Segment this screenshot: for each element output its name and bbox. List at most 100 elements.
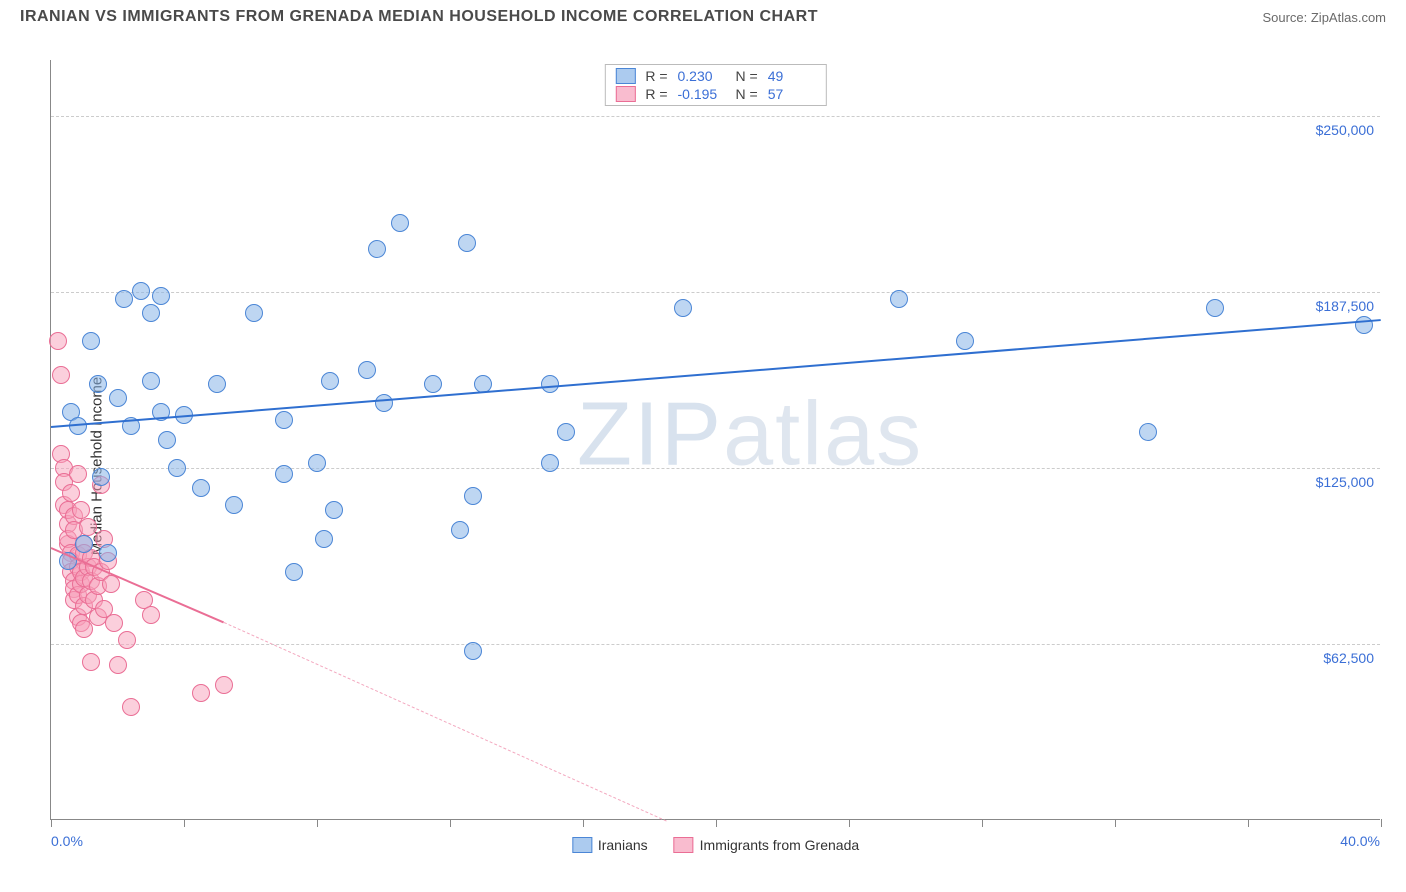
x-tick [51, 819, 52, 827]
data-point [458, 234, 476, 252]
n-label: N = [736, 68, 758, 84]
data-point [132, 282, 150, 300]
x-tick [1381, 819, 1382, 827]
y-tick-label: $250,000 [1316, 122, 1374, 138]
stats-row-b: R = -0.195 N = 57 [605, 85, 825, 103]
swatch-b [615, 86, 635, 102]
legend-label-b: Immigrants from Grenada [700, 837, 860, 853]
data-point [1206, 299, 1224, 317]
data-point [62, 484, 80, 502]
x-tick [450, 819, 451, 827]
n-value-b: 57 [768, 86, 816, 102]
data-point [315, 530, 333, 548]
data-point [464, 487, 482, 505]
legend-item-b: Immigrants from Grenada [674, 837, 860, 853]
gridline [51, 116, 1380, 117]
r-value-a: 0.230 [678, 68, 726, 84]
data-point [142, 606, 160, 624]
data-point [285, 563, 303, 581]
data-point [158, 431, 176, 449]
data-point [109, 656, 127, 674]
data-point [92, 468, 110, 486]
data-point [99, 544, 117, 562]
data-point [464, 642, 482, 660]
data-point [75, 535, 93, 553]
data-point [105, 614, 123, 632]
data-point [142, 372, 160, 390]
r-value-b: -0.195 [678, 86, 726, 102]
stats-row-a: R = 0.230 N = 49 [605, 67, 825, 85]
watermark: ZIPatlas [577, 383, 923, 486]
x-axis-max-label: 40.0% [1340, 833, 1380, 849]
data-point [245, 304, 263, 322]
data-point [308, 454, 326, 472]
data-point [325, 501, 343, 519]
title-bar: IRANIAN VS IMMIGRANTS FROM GRENADA MEDIA… [0, 0, 1406, 32]
x-tick [583, 819, 584, 827]
data-point [82, 332, 100, 350]
y-tick-label: $125,000 [1316, 474, 1374, 490]
data-point [69, 465, 87, 483]
y-tick-label: $187,500 [1316, 298, 1374, 314]
x-axis-min-label: 0.0% [51, 833, 83, 849]
data-point [1355, 316, 1373, 334]
source-label: Source: ZipAtlas.com [1262, 10, 1386, 25]
data-point [142, 304, 160, 322]
data-point [956, 332, 974, 350]
data-point [225, 496, 243, 514]
data-point [674, 299, 692, 317]
data-point [208, 375, 226, 393]
data-point [49, 332, 67, 350]
data-point [52, 366, 70, 384]
data-point [215, 676, 233, 694]
data-point [890, 290, 908, 308]
data-point [115, 290, 133, 308]
data-point [557, 423, 575, 441]
chart-title: IRANIAN VS IMMIGRANTS FROM GRENADA MEDIA… [20, 8, 818, 26]
data-point [541, 375, 559, 393]
x-tick [1115, 819, 1116, 827]
data-point [358, 361, 376, 379]
data-point [109, 389, 127, 407]
gridline [51, 644, 1380, 645]
x-tick [1248, 819, 1249, 827]
data-point [192, 479, 210, 497]
data-point [424, 375, 442, 393]
plot-area: ZIPatlas R = 0.230 N = 49 R = -0.195 N =… [50, 60, 1380, 820]
data-point [118, 631, 136, 649]
x-tick [184, 819, 185, 827]
data-point [451, 521, 469, 539]
legend-label-a: Iranians [598, 837, 648, 853]
gridline [51, 292, 1380, 293]
data-point [82, 653, 100, 671]
x-tick [849, 819, 850, 827]
data-point [152, 287, 170, 305]
regression-line [51, 319, 1381, 428]
swatch-a [615, 68, 635, 84]
r-label: R = [645, 86, 667, 102]
data-point [321, 372, 339, 390]
data-point [391, 214, 409, 232]
data-point [275, 465, 293, 483]
swatch-b-icon [674, 837, 694, 853]
n-value-a: 49 [768, 68, 816, 84]
x-tick [317, 819, 318, 827]
r-label: R = [645, 68, 667, 84]
legend-item-a: Iranians [572, 837, 648, 853]
x-tick [716, 819, 717, 827]
data-point [79, 518, 97, 536]
data-point [275, 411, 293, 429]
data-point [89, 375, 107, 393]
gridline [51, 468, 1380, 469]
stats-legend: R = 0.230 N = 49 R = -0.195 N = 57 [604, 64, 826, 106]
y-tick-label: $62,500 [1323, 650, 1374, 666]
data-point [72, 501, 90, 519]
data-point [368, 240, 386, 258]
data-point [122, 698, 140, 716]
swatch-a-icon [572, 837, 592, 853]
n-label: N = [736, 86, 758, 102]
data-point [375, 394, 393, 412]
x-tick [982, 819, 983, 827]
data-point [1139, 423, 1157, 441]
regression-line [224, 622, 667, 821]
